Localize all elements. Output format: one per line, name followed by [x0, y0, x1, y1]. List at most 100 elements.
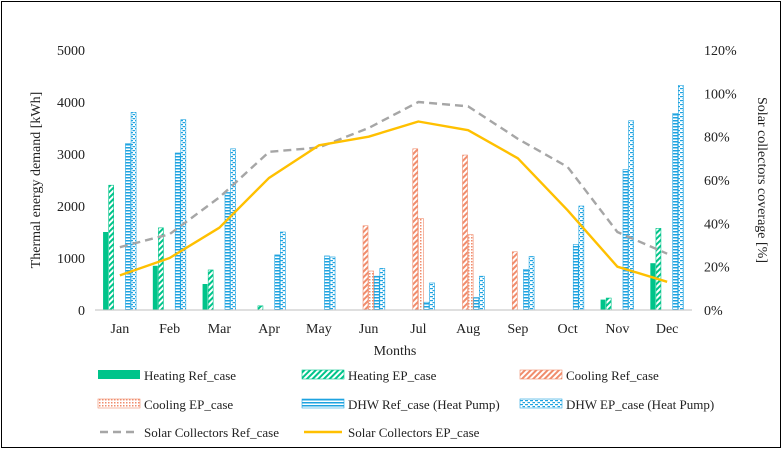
- bar-heating-ep-case: [108, 184, 114, 311]
- y-tick-label: 3000: [57, 148, 85, 163]
- x-tick-label: Mar: [208, 322, 232, 337]
- bar-cooling-ref-case: [362, 225, 369, 311]
- x-tick-label: Feb: [159, 322, 180, 337]
- bar-dhw-ref-case-heat-pump-: [622, 169, 629, 311]
- right-axis: 0% 20% 40% 60% 80% 100% 120%: [704, 44, 737, 319]
- y2-axis-title: Solar collectors coverage [%]: [754, 97, 769, 263]
- bar-heating-ep-case: [207, 269, 214, 311]
- x-axis-title: Months: [374, 344, 417, 359]
- x-tick-label: Nov: [605, 322, 629, 337]
- bar-cooling-ep-case: [467, 234, 474, 311]
- y2-tick-label: 40%: [704, 217, 730, 232]
- bar-cooling-ep-case: [368, 270, 374, 311]
- bar-dhw-ep-case-heat-pump-: [180, 119, 187, 311]
- left-axis: 0 1000 2000 3000 4000 5000: [57, 44, 85, 319]
- x-axis: Jan Feb Mar Apr May Jun Jul Aug Sep Oct Nov Dec: [95, 309, 692, 337]
- lines-group: [119, 100, 668, 283]
- y2-tick-label: 0%: [704, 304, 723, 319]
- x-tick-label: Sep: [507, 322, 528, 337]
- bar-cooling-ref-case: [511, 251, 518, 311]
- x-tick-label: Jan: [111, 322, 130, 337]
- bar-dhw-ep-case-heat-pump-: [379, 268, 386, 311]
- legend-label: Heating EP_case: [348, 368, 437, 383]
- legend-item: Solar Collectors EP_case: [304, 425, 480, 440]
- bar-dhw-ep-case-heat-pump-: [230, 148, 236, 311]
- bar-cooling-ref-case: [412, 148, 419, 311]
- legend-item: DHW Ref_case (Heat Pump): [301, 397, 500, 412]
- legend-item: Cooling Ref_case: [519, 368, 659, 383]
- y-tick-label: 2000: [57, 200, 85, 215]
- legend-swatch: [98, 370, 140, 379]
- y2-tick-label: 100%: [704, 87, 737, 102]
- bar-dhw-ref-case-heat-pump-: [373, 275, 380, 311]
- bar-heating-ep-case: [655, 228, 662, 311]
- line-solar-collectors-ref-case: [119, 100, 668, 255]
- bar-cooling-ref-case: [462, 154, 468, 311]
- x-tick-label: Dec: [656, 322, 679, 337]
- bar-dhw-ep-case-heat-pump-: [329, 256, 336, 311]
- bar-dhw-ep-case-heat-pump-: [578, 205, 585, 311]
- legend-label: DHW Ref_case (Heat Pump): [348, 397, 500, 412]
- y-tick-label: 4000: [57, 96, 85, 111]
- line-solar-collectors-ep-case: [119, 120, 668, 283]
- x-tick-label: Oct: [558, 322, 578, 337]
- legend-item: Solar Collectors Ref_case: [100, 425, 279, 440]
- x-tick-label: May: [306, 322, 332, 337]
- bar-dhw-ref-case-heat-pump-: [572, 244, 579, 311]
- bar-heating-ref-case: [103, 232, 109, 310]
- legend-item: Cooling EP_case: [97, 397, 233, 412]
- legend-label: Solar Collectors EP_case: [348, 425, 480, 440]
- legend-label: Heating Ref_case: [144, 368, 236, 383]
- legend-swatch: [519, 398, 563, 409]
- legend-label: Solar Collectors Ref_case: [144, 425, 279, 440]
- legend-item: Heating Ref_case: [98, 368, 236, 383]
- legend-swatch: [301, 369, 345, 380]
- bar-heating-ref-case: [202, 284, 208, 310]
- y-tick-label: 5000: [57, 44, 85, 59]
- legend-swatch: [301, 398, 345, 409]
- x-tick-label: Apr: [258, 322, 280, 337]
- bar-dhw-ep-case-heat-pump-: [280, 231, 286, 311]
- bar-dhw-ref-case-heat-pump-: [274, 254, 281, 311]
- bar-dhw-ref-case-heat-pump-: [224, 192, 231, 311]
- y2-tick-label: 80%: [704, 131, 730, 146]
- bar-dhw-ep-case-heat-pump-: [628, 120, 634, 311]
- bar-dhw-ref-case-heat-pump-: [523, 269, 529, 311]
- bar-heating-ep-case: [257, 305, 264, 311]
- y2-tick-label: 60%: [704, 174, 730, 189]
- x-tick-label: Aug: [456, 322, 480, 337]
- bar-dhw-ref-case-heat-pump-: [672, 113, 679, 311]
- bar-dhw-ref-case-heat-pump-: [473, 297, 480, 311]
- bar-heating-ref-case: [650, 263, 656, 310]
- bar-dhw-ep-case-heat-pump-: [429, 282, 435, 311]
- y-axis-title: Thermal energy demand [kWh]: [29, 92, 44, 269]
- y2-tick-label: 20%: [704, 261, 730, 276]
- bar-heating-ref-case: [600, 299, 606, 310]
- legend-label: DHW EP_case (Heat Pump): [566, 397, 714, 412]
- bar-heating-ref-case: [152, 265, 158, 310]
- bar-dhw-ref-case-heat-pump-: [174, 152, 181, 311]
- x-tick-label: Jul: [410, 322, 426, 337]
- bar-dhw-ref-case-heat-pump-: [125, 143, 131, 311]
- bar-dhw-ep-case-heat-pump-: [678, 85, 684, 311]
- legend-label: Cooling EP_case: [144, 397, 233, 412]
- bar-dhw-ref-case-heat-pump-: [423, 301, 430, 311]
- y2-tick-label: 120%: [704, 44, 737, 59]
- bar-dhw-ep-case-heat-pump-: [528, 256, 535, 311]
- legend-item: Heating EP_case: [301, 368, 437, 383]
- legend-swatch: [97, 398, 141, 409]
- bars-group: [103, 85, 684, 311]
- legend-label: Cooling Ref_case: [566, 368, 659, 383]
- legend-swatch: [519, 369, 563, 380]
- bar-dhw-ref-case-heat-pump-: [324, 255, 330, 311]
- bar-heating-ep-case: [158, 227, 164, 311]
- bar-dhw-ep-case-heat-pump-: [130, 112, 137, 311]
- y-tick-label: 1000: [57, 252, 85, 267]
- y-tick-label: 0: [78, 304, 85, 319]
- x-tick-label: Jun: [359, 322, 378, 337]
- bar-heating-ep-case: [605, 297, 612, 311]
- legend: Heating Ref_case Heating EP_case Cooling R…: [97, 368, 714, 440]
- legend-item: DHW EP_case (Heat Pump): [519, 397, 714, 412]
- bar-cooling-ep-case: [418, 218, 424, 311]
